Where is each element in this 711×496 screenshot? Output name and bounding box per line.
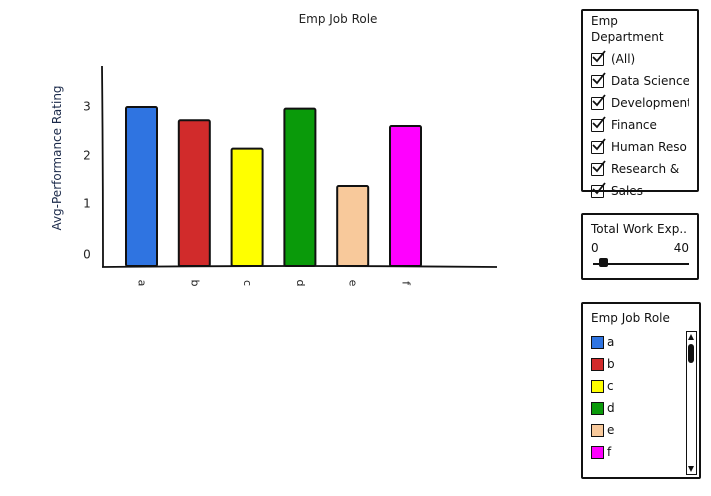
bar-e[interactable] bbox=[336, 185, 370, 267]
scroll-up-icon[interactable] bbox=[688, 334, 694, 340]
x-tick-label: f bbox=[400, 281, 413, 286]
department-option-label: Human Reso bbox=[611, 140, 687, 154]
legend-item[interactable]: d bbox=[591, 397, 691, 419]
x-tick-label: b bbox=[188, 280, 201, 287]
legend-label: a bbox=[607, 335, 615, 349]
legend-swatch bbox=[591, 423, 604, 437]
department-option[interactable]: Research & bbox=[591, 158, 689, 180]
x-axis-line bbox=[101, 265, 498, 268]
bar-d[interactable] bbox=[283, 107, 317, 267]
department-option[interactable]: Sales bbox=[591, 180, 689, 202]
department-option-label: Sales bbox=[611, 184, 643, 198]
y-tick-label: 3 bbox=[83, 100, 91, 114]
legend-label: f bbox=[607, 445, 612, 459]
slider-track bbox=[593, 263, 689, 265]
checkbox-checked-icon[interactable] bbox=[591, 115, 606, 132]
experience-max-label: 40 bbox=[673, 241, 689, 255]
department-option-label: Data Science bbox=[611, 74, 689, 88]
checkbox-checked-icon[interactable] bbox=[591, 49, 606, 66]
slider-thumb[interactable] bbox=[599, 258, 608, 267]
bar-a[interactable] bbox=[125, 106, 158, 268]
department-option-label: (All) bbox=[611, 52, 636, 66]
scroll-down-icon[interactable] bbox=[688, 466, 694, 472]
department-option-label: Development bbox=[611, 96, 689, 110]
legend-swatch bbox=[591, 401, 604, 415]
experience-min-label: 0 bbox=[591, 241, 599, 255]
bar-c[interactable] bbox=[230, 147, 264, 267]
legend-label: b bbox=[607, 357, 615, 371]
legend-item[interactable]: e bbox=[591, 419, 691, 441]
x-tick-label: a bbox=[136, 280, 149, 287]
legend-label: c bbox=[607, 379, 614, 393]
checkbox-checked-icon[interactable] bbox=[591, 71, 606, 88]
department-option[interactable]: Human Reso bbox=[591, 136, 689, 158]
department-option[interactable]: Finance bbox=[591, 114, 689, 136]
department-option-label: Research & bbox=[611, 162, 680, 176]
bar-f[interactable] bbox=[389, 125, 422, 267]
y-tick-label: 0 bbox=[83, 248, 91, 262]
department-option[interactable]: Data Science bbox=[591, 70, 689, 92]
bar-chart: a b c d e f 0 1 2 3 bbox=[83, 65, 498, 287]
department-option[interactable]: (All) bbox=[591, 48, 689, 70]
department-filter: Emp Department (All) Data Science Developm… bbox=[581, 9, 699, 198]
legend-item[interactable]: f bbox=[591, 441, 691, 463]
legend-swatch bbox=[591, 357, 604, 371]
bar-b[interactable] bbox=[177, 119, 211, 267]
legend-label: e bbox=[607, 423, 615, 437]
department-filter-title: Emp Department bbox=[591, 14, 664, 44]
y-tick-label: 1 bbox=[83, 197, 91, 211]
experience-filter-title: Total Work Exp.. bbox=[591, 222, 687, 236]
legend-item[interactable]: b bbox=[591, 353, 691, 375]
legend-title: Emp Job Role bbox=[591, 311, 670, 325]
legend-swatch bbox=[591, 379, 604, 393]
y-tick-label: 2 bbox=[83, 149, 91, 163]
checkbox-checked-icon[interactable] bbox=[591, 137, 606, 154]
checkbox-checked-icon[interactable] bbox=[591, 159, 606, 176]
checkbox-checked-icon[interactable] bbox=[591, 93, 606, 110]
x-tick-label: e bbox=[347, 280, 360, 287]
scroll-thumb[interactable] bbox=[688, 344, 694, 363]
x-tick-label: c bbox=[241, 280, 254, 286]
checkbox-checked-icon[interactable] bbox=[591, 181, 606, 198]
legend-label: d bbox=[607, 401, 615, 415]
legend-scrollbar[interactable] bbox=[686, 331, 697, 475]
experience-filter: Total Work Exp.. 0 40 bbox=[581, 213, 699, 280]
department-option[interactable]: Development bbox=[591, 92, 689, 114]
x-tick-label: d bbox=[294, 280, 307, 287]
chart-title: Emp Job Role bbox=[298, 12, 378, 26]
experience-slider[interactable] bbox=[591, 257, 689, 269]
legend-swatch bbox=[591, 335, 604, 349]
legend-item[interactable]: c bbox=[591, 375, 691, 397]
y-axis-line bbox=[101, 65, 104, 268]
department-option-label: Finance bbox=[611, 118, 657, 132]
legend-swatch bbox=[591, 445, 604, 459]
legend-item[interactable]: a bbox=[591, 331, 691, 353]
